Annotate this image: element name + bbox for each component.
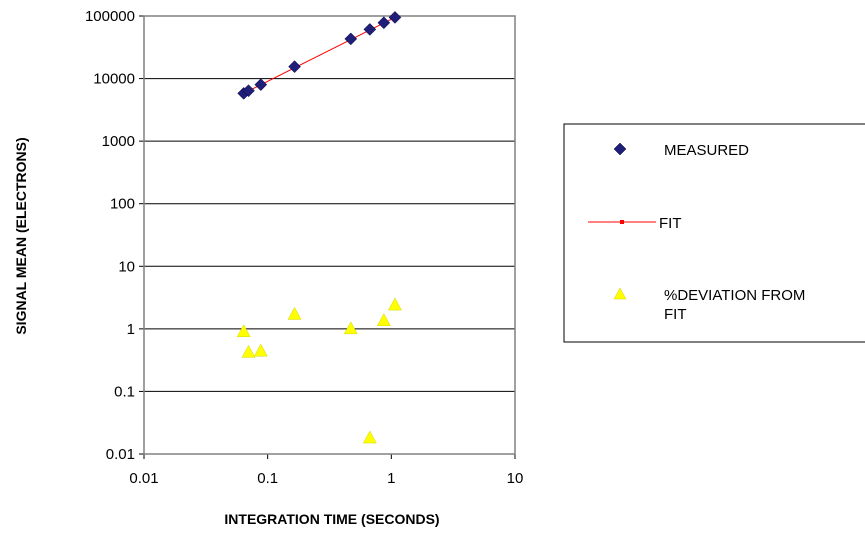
measured-point [377, 16, 391, 30]
grid-lines [139, 15, 516, 459]
legend-fit-label: FIT [659, 215, 682, 232]
x-tick-labels: 0.01 0.1 1 10 [129, 470, 523, 487]
legend-deviation-label-line1: %DEVIATION FROM [664, 287, 805, 304]
x-tick-label: 0.1 [257, 470, 278, 487]
legend-measured-label: MEASURED [664, 142, 749, 159]
y-tick-label: 100000 [85, 8, 135, 25]
measured-point [242, 84, 255, 98]
deviation-point [343, 321, 358, 335]
y-axis-title: SIGNAL MEAN (ELECTRONS) [13, 137, 29, 334]
deviation-point [241, 344, 256, 358]
y-tick-label: 10000 [93, 71, 135, 88]
x-tick-label: 1 [387, 470, 395, 487]
deviation-point [253, 343, 268, 357]
measured-point [254, 78, 268, 91]
measured-point [363, 23, 377, 36]
y-tick-label: 100 [110, 196, 135, 213]
legend-deviation-marker [613, 287, 627, 300]
series-layer [236, 11, 402, 444]
x-axis-title: INTEGRATION TIME (SECONDS) [224, 511, 439, 527]
y-tick-label: 1 [127, 321, 135, 338]
legend: MEASURED FIT %DEVIATION FROM FIT [563, 123, 865, 343]
y-tick-label: 0.1 [114, 383, 135, 400]
measured-point [344, 32, 358, 46]
deviation-point [236, 324, 251, 337]
legend-box [563, 123, 865, 343]
y-tick-label: 0.01 [106, 446, 135, 463]
measured-point [388, 11, 402, 24]
y-tick-labels: 0.01 0.1 1 10 100 1000 10000 100000 [85, 8, 135, 463]
plot-area-frame [143, 15, 516, 455]
x-tick-label: 10 [507, 470, 524, 487]
deviation-point [388, 297, 402, 311]
legend-fit-marker [620, 220, 624, 224]
deviation-point [376, 313, 391, 326]
legend-measured-marker [613, 142, 627, 156]
measured-point [288, 60, 301, 74]
legend-deviation-label-line2: FIT [664, 306, 687, 323]
deviation-point [287, 306, 302, 320]
y-tick-label: 10 [118, 258, 135, 275]
deviation-point [362, 430, 377, 444]
y-tick-label: 1000 [102, 133, 135, 150]
legend-deviation-label: %DEVIATION FROM FIT [664, 287, 810, 323]
x-tick-label: 0.01 [129, 470, 158, 487]
